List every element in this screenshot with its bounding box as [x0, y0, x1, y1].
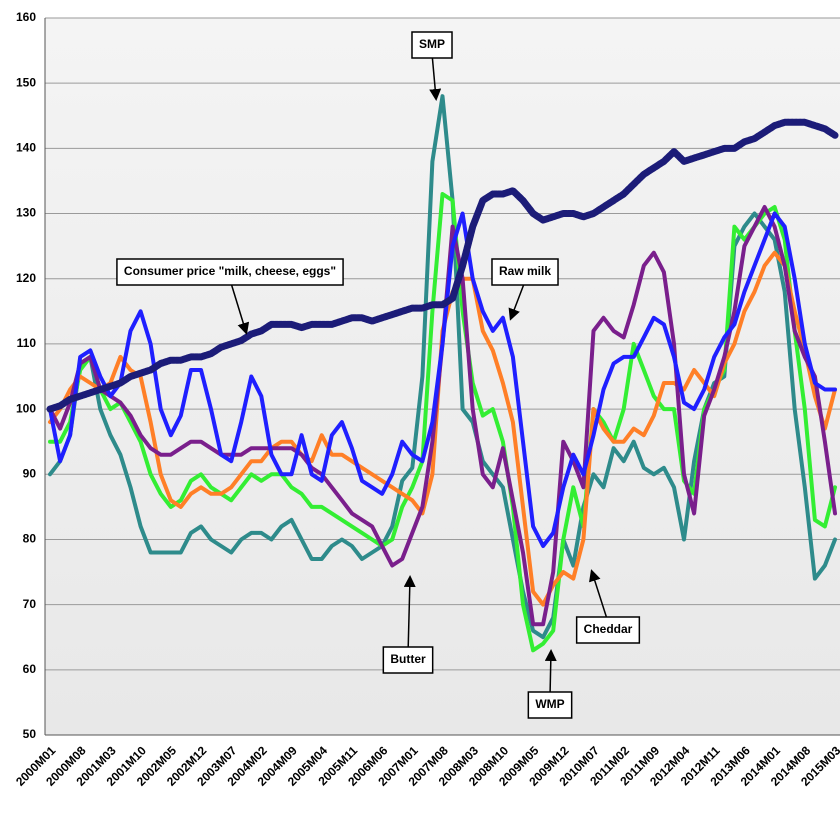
y-tick-label: 70 — [23, 597, 37, 611]
annotation-arrow — [508, 284, 525, 321]
y-tick-label: 100 — [16, 401, 36, 415]
y-tick-label: 90 — [23, 466, 37, 480]
annotation-arrow — [544, 649, 557, 693]
y-tick-label: 50 — [23, 727, 37, 741]
y-tick-label: 130 — [16, 206, 36, 220]
annotation-arrow — [230, 284, 250, 335]
y-tick-label: 160 — [16, 10, 36, 24]
series-line — [48, 192, 837, 653]
annotation-label: WMP — [535, 697, 564, 711]
annotation-box — [527, 691, 573, 719]
annotation-arrow — [403, 575, 416, 648]
y-tick-label: 120 — [16, 271, 36, 285]
annotations: SMP Consumer price "milk, cheese, eggs" Ra… — [116, 31, 641, 719]
y-tick-label: 150 — [16, 75, 36, 89]
annotation-box — [382, 646, 434, 674]
annotation-label: Consumer price "milk, cheese, eggs" — [124, 264, 336, 278]
annotation-label: SMP — [419, 37, 445, 51]
annotation-box — [575, 616, 641, 644]
annotation-arrow — [429, 57, 442, 101]
annotation-label: Raw milk — [499, 264, 551, 278]
series-line — [46, 118, 839, 413]
annotation-label: Butter — [390, 652, 426, 666]
annotation-box — [491, 258, 559, 286]
annotation-arrow — [589, 569, 608, 618]
annotation-label: Cheddar — [584, 622, 633, 636]
y-tick-label: 80 — [23, 532, 37, 546]
y-tick-label: 110 — [17, 336, 37, 350]
y-tick-label: 60 — [23, 662, 37, 676]
lines — [46, 94, 839, 653]
y-tick-label: 140 — [16, 141, 36, 155]
annotation-box — [116, 258, 344, 286]
series-line — [48, 211, 837, 548]
annotation-box — [411, 31, 453, 59]
